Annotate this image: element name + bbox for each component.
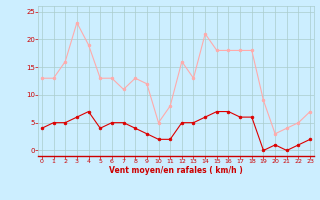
X-axis label: Vent moyen/en rafales ( km/h ): Vent moyen/en rafales ( km/h ) [109, 166, 243, 175]
